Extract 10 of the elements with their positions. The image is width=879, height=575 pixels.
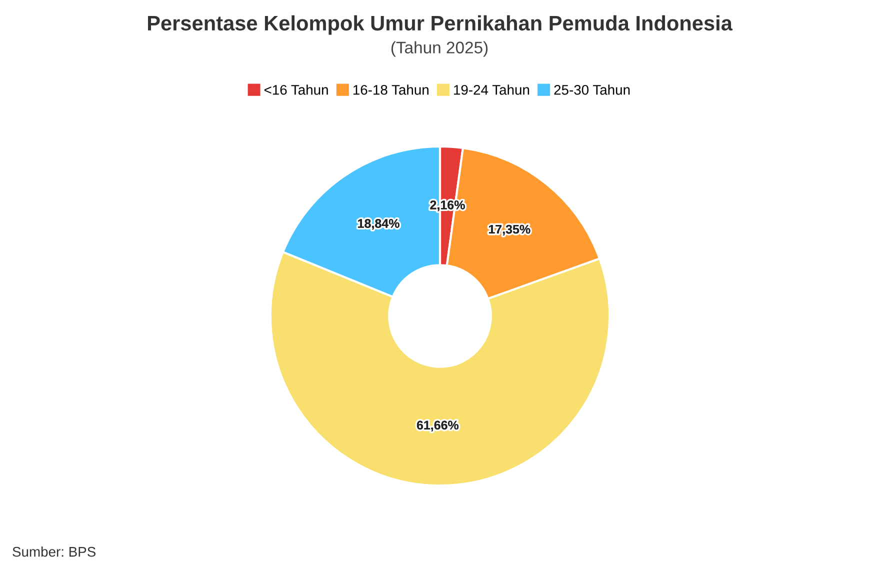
chart-title: Persentase Kelompok Umur Pernikahan Pemuda Indonesia — [148, 15, 733, 35]
legend-label: 16-18 Tahun — [353, 84, 428, 95]
text: Sumber: BPS — [12, 546, 96, 557]
legend-label: 25-30 Tahun — [554, 84, 630, 95]
legend-label: 19-24 Tahun — [454, 84, 530, 95]
data-label: 17,35% — [488, 224, 530, 236]
data-label: 18,84% — [358, 219, 400, 230]
data-label: 61,66% — [416, 420, 459, 432]
chart-subtitle: (Tahun 2025) — [391, 41, 488, 57]
legend-label: <16 Tahun — [264, 84, 328, 95]
